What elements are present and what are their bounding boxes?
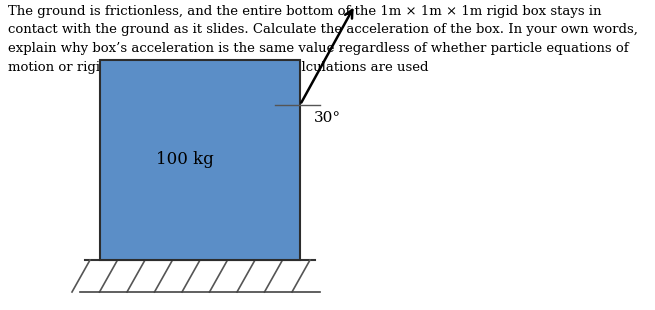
Text: The ground is frictionless, and the entire bottom of the 1m × 1m × 1m rigid box : The ground is frictionless, and the enti… [8,5,601,18]
Text: explain why box’s acceleration is the same value regardless of whether particle : explain why box’s acceleration is the sa… [8,42,629,55]
Text: contact with the ground as it slides. Calculate the acceleration of the box. In : contact with the ground as it slides. Ca… [8,24,638,37]
Text: 100 kg: 100 kg [156,152,214,169]
Bar [100,60,300,260]
Text: 30°: 30° [314,111,341,125]
Text: motion or rigid body equations of motion calculations are used: motion or rigid body equations of motion… [8,60,428,73]
